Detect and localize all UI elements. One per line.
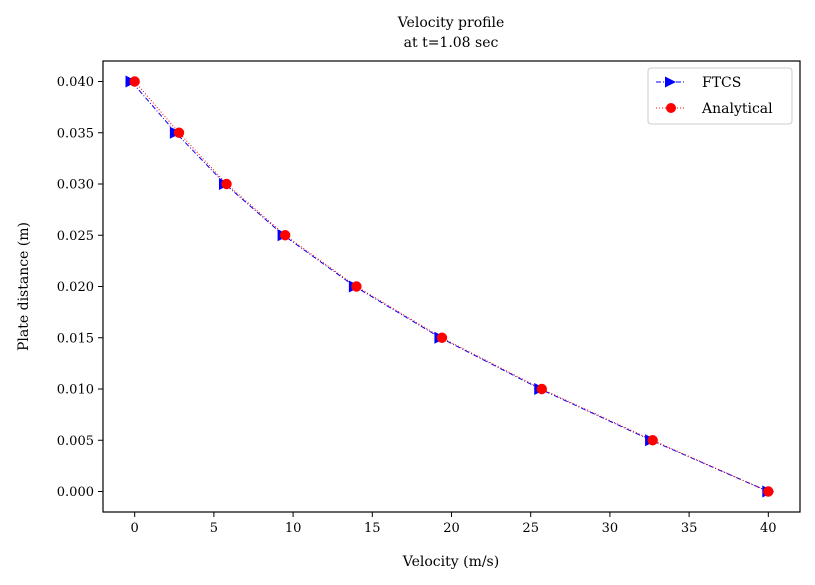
legend: FTCS Analytical <box>647 67 793 125</box>
y-tick-label: 0.040 <box>57 75 94 90</box>
data-point-analytical <box>351 281 362 292</box>
series-line-ftcs <box>131 81 769 492</box>
legend-analytical-marker <box>666 103 676 113</box>
series-lines <box>131 81 769 492</box>
x-tick-label: 0 <box>131 521 139 536</box>
y-tick-label: 0.025 <box>57 229 94 244</box>
y-tick-label: 0.010 <box>57 383 94 398</box>
data-point-analytical <box>221 178 232 190</box>
data-point-analytical <box>647 435 658 446</box>
y-tick-label: 0.030 <box>57 178 94 193</box>
x-tick-label: 10 <box>285 521 302 536</box>
plot-frame <box>102 60 801 513</box>
data-point-analytical <box>173 127 185 138</box>
y-tick-label: 0.000 <box>57 485 94 500</box>
legend-ftcs-marker <box>665 76 676 88</box>
chart-subtitle: at t=1.08 sec <box>404 35 499 51</box>
x-tick-label: 15 <box>364 521 381 536</box>
x-tick-label: 25 <box>522 521 539 536</box>
x-tick-label: 35 <box>681 521 698 536</box>
y-tick-label: 0.015 <box>57 331 94 346</box>
y-tick-label: 0.020 <box>57 280 94 295</box>
x-axis-label: Velocity (m/s) <box>402 554 499 570</box>
series-line-analytical <box>134 81 769 492</box>
legend-ftcs-label: FTCS <box>702 75 741 91</box>
x-tick-label: 5 <box>210 521 218 536</box>
y-axis-label: Plate distance (m) <box>16 222 32 351</box>
x-tick-label: 20 <box>443 521 460 536</box>
data-point-analytical <box>763 486 774 497</box>
series-markers <box>125 75 775 498</box>
chart-title: Velocity profile <box>397 15 505 31</box>
y-tick-label: 0.005 <box>57 434 94 449</box>
y-tick-label: 0.035 <box>57 126 94 141</box>
x-tick-label: 40 <box>760 521 777 536</box>
data-point-analytical <box>436 332 448 343</box>
data-point-analytical <box>129 76 140 87</box>
data-point-analytical <box>279 230 291 241</box>
x-tick-label: 30 <box>602 521 619 536</box>
legend-analytical-label: Analytical <box>701 101 773 117</box>
axis-ticks: 0 5 10 15 20 25 30 35 40 0.000 0.005 0.010 0.015 0.02… <box>57 75 777 536</box>
data-point-analytical <box>536 383 547 395</box>
